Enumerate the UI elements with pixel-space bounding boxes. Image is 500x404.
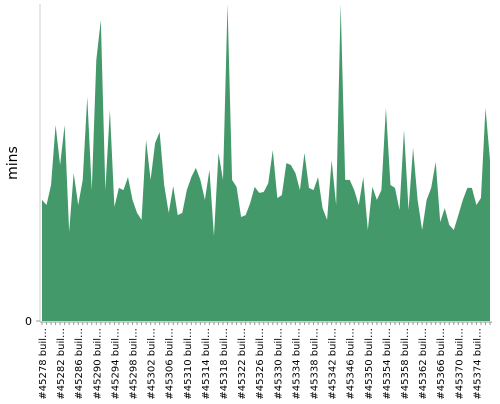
x-tick-label: #45342 buil… bbox=[328, 328, 339, 400]
x-tick-label: #45326 buil… bbox=[255, 328, 266, 400]
x-tick-label: #45298 buil… bbox=[129, 328, 140, 400]
area bbox=[42, 4, 490, 321]
x-tick-label: #45350 buil… bbox=[364, 328, 375, 400]
x-tick-label: #45278 buil… bbox=[38, 328, 49, 400]
x-tick-label: #45290 buil… bbox=[92, 328, 103, 400]
y-tick-label: 0 bbox=[25, 315, 32, 328]
x-tick-label: #45362 buil… bbox=[418, 328, 429, 400]
x-tick-label: #45302 buil… bbox=[147, 328, 158, 400]
x-tick-label: #45330 buil… bbox=[273, 328, 284, 400]
x-tick-label: #45310 buil… bbox=[183, 328, 194, 400]
x-tick-label: #45294 buil… bbox=[110, 328, 121, 400]
x-tick-label: #45306 buil… bbox=[165, 328, 176, 400]
x-tick-label: #45374 buil… bbox=[472, 328, 483, 400]
x-tick-label: #45346 buil… bbox=[346, 328, 357, 400]
y-axis-label: mins bbox=[5, 146, 21, 180]
x-tick-label: #45366 buil… bbox=[436, 328, 447, 400]
x-tick-label: #45354 buil… bbox=[382, 328, 393, 400]
x-tick-label: #45334 buil… bbox=[291, 328, 302, 400]
x-tick-label: #45322 buil… bbox=[237, 328, 248, 400]
x-tick-label: #45314 buil… bbox=[201, 328, 212, 400]
x-tick-label: #45370 buil… bbox=[454, 328, 465, 400]
x-tick-label: #45282 buil… bbox=[56, 328, 67, 400]
x-tick-label: #45358 buil… bbox=[400, 328, 411, 400]
x-tick-label: #45318 buil… bbox=[219, 328, 230, 400]
x-tick-label: #45286 buil… bbox=[74, 328, 85, 400]
x-tick-label: #45338 buil… bbox=[310, 328, 321, 400]
